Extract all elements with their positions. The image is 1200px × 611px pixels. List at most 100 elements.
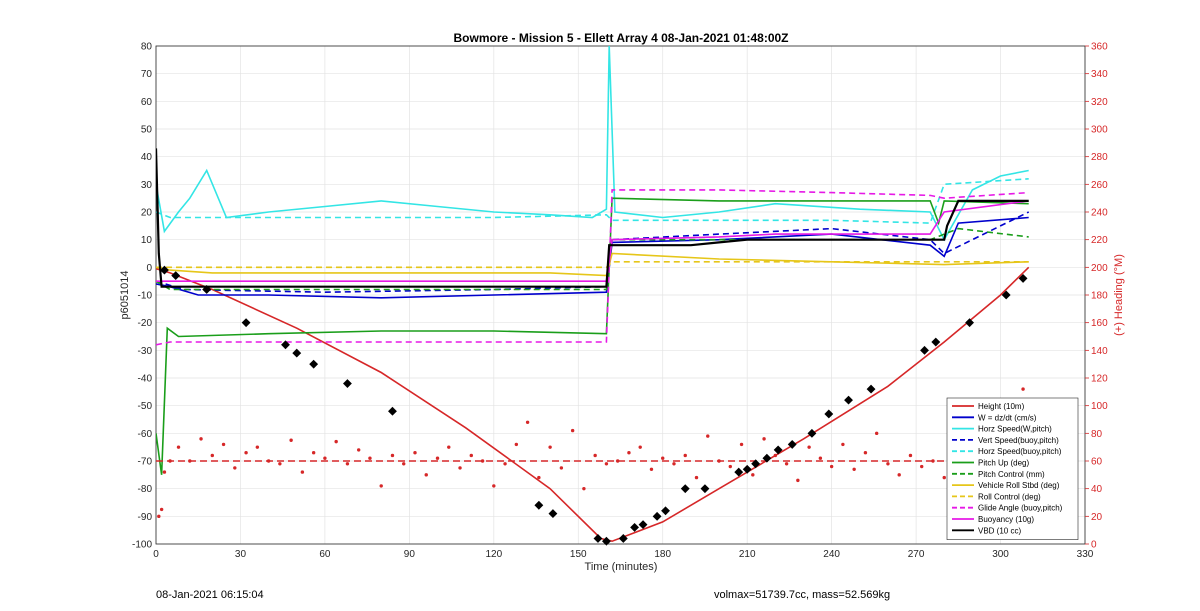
x-tick-label: 30 [235, 549, 247, 560]
heading-point [841, 442, 845, 447]
y2-tick-label: 200 [1091, 263, 1108, 274]
heading-point [548, 445, 552, 449]
y2-tick-label: 60 [1091, 457, 1103, 468]
y-tick-label: 0 [146, 263, 152, 274]
height-marker [742, 464, 752, 474]
height-marker [920, 345, 929, 355]
y2-tick-label: 280 [1091, 152, 1108, 163]
heading-point [537, 475, 541, 480]
heading-point [266, 459, 271, 463]
series-line-6 [156, 227, 1029, 291]
heading-point [931, 459, 935, 463]
x-axis: 0 30 60 90 120 150 180 210 240 270 300 330 [153, 549, 1094, 560]
heading-point [503, 462, 507, 466]
height-marker [661, 506, 670, 516]
x-tick-label: 120 [485, 549, 502, 560]
y-tick-label: -30 [138, 346, 153, 357]
series-line-11 [156, 148, 1029, 288]
y-tick-label: -90 [138, 512, 153, 523]
heading-point [897, 473, 901, 477]
legend-label: VBD (10 cc) [978, 526, 1021, 535]
heading-point [604, 462, 609, 466]
heading-point [807, 445, 811, 449]
heading-point [649, 467, 654, 471]
heading-point [739, 442, 744, 447]
footer-volmax: volmax=51739.7cc, mass=52.569kg [714, 589, 891, 601]
height-marker [534, 500, 544, 510]
heading-point [728, 464, 732, 469]
heading-point [356, 448, 361, 452]
height-marker [844, 395, 853, 405]
y2-tick-label: 160 [1091, 318, 1108, 329]
heading-point [683, 453, 687, 458]
heading-point [1021, 387, 1025, 391]
heading-point [694, 475, 699, 480]
height-marker [638, 520, 648, 530]
y2-tick-label: 20 [1091, 512, 1103, 523]
heading-point [233, 466, 237, 470]
heading-point [942, 475, 946, 480]
y-tick-label: 10 [141, 235, 153, 246]
heading-point [278, 462, 282, 466]
heading-point [874, 431, 879, 436]
legend-label: Horz Speed(W,pitch) [978, 425, 1052, 434]
height-marker [734, 467, 744, 477]
heading-point [162, 470, 167, 474]
heading-point [717, 459, 721, 463]
heading-point [244, 451, 248, 455]
heading-point [424, 473, 428, 477]
heading-point [863, 451, 868, 455]
heading-point [221, 442, 226, 447]
heading-point [784, 462, 789, 466]
y-tick-label: -70 [138, 457, 153, 468]
heading-point [661, 456, 665, 460]
height-marker [824, 409, 834, 419]
x-tick-label: 330 [1077, 549, 1094, 560]
height-marker [388, 406, 397, 416]
heading-point [447, 445, 451, 449]
series-layer [156, 46, 1030, 543]
heading-point [157, 514, 161, 519]
y2-tick-label: 180 [1091, 291, 1108, 302]
x-tick-label: 90 [404, 549, 416, 560]
y2-tick-label: 360 [1091, 42, 1108, 53]
heading-point [159, 507, 164, 512]
heading-point [920, 464, 924, 469]
height-marker [807, 428, 817, 438]
heading-point [379, 484, 383, 488]
height-marker [965, 318, 975, 328]
heading-point [852, 467, 856, 471]
height-marker [343, 379, 352, 388]
heading-point [435, 456, 440, 460]
heading-point [323, 456, 327, 460]
heading-point [402, 462, 406, 466]
height-marker [773, 445, 783, 455]
legend-label: W = dz/dt (cm/s) [978, 413, 1037, 422]
y-tick-label: 60 [141, 97, 153, 108]
legend-label: Glide Angle (buoy,pitch) [978, 504, 1063, 513]
heading-point [176, 445, 181, 449]
y-tick-label: 40 [141, 152, 153, 163]
heading-point [672, 462, 676, 466]
heading-point [615, 459, 620, 463]
heading-point [334, 439, 338, 444]
y-tick-label: 30 [141, 180, 153, 191]
chart-title: Bowmore - Mission 5 - Ellett Array 4 08-… [453, 31, 788, 45]
height-marker [601, 536, 611, 546]
height-marker [787, 439, 797, 449]
y-tick-label: 80 [141, 42, 153, 53]
heading-layer [156, 387, 1075, 519]
height-marker [160, 265, 169, 275]
y2-tick-label: 340 [1091, 69, 1108, 80]
height-marker [762, 453, 772, 463]
heading-point [368, 456, 372, 460]
x-tick-label: 300 [992, 549, 1009, 560]
heading-point [818, 456, 823, 460]
heading-point [773, 453, 778, 458]
x-tick-label: 180 [654, 549, 671, 560]
height-marker [630, 522, 640, 532]
y-tick-label: -10 [138, 291, 153, 302]
series-line-4 [156, 178, 1029, 224]
heading-point [469, 453, 473, 458]
